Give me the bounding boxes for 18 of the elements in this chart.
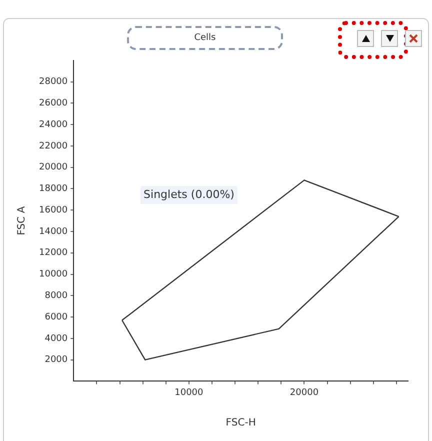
y-tick-label: 20000 [38,162,68,173]
y-tick-label: 26000 [38,98,68,109]
y-tick-label: 14000 [38,226,68,237]
annotation: Singlets (0.00%) [144,188,234,201]
y-tick-label: 18000 [38,184,68,194]
x-axis-title: FSC-H [226,418,256,429]
y-tick-label: 10000 [38,270,68,280]
y-axis-title: FSC A [16,206,28,236]
y-tick-label: 8000 [44,290,68,301]
y-tick-label: 12000 [38,248,68,258]
y-tick-label: 22000 [38,141,68,152]
y-tick-label: 24000 [38,120,68,130]
chart-title: Cells [127,26,283,50]
y-tick-label: 6000 [44,312,68,322]
y-tick-label: 28000 [38,77,68,88]
y-tick-label: 4000 [44,334,68,344]
y-tick-label: 16000 [38,205,68,216]
y-tick-label: 2000 [44,355,68,366]
